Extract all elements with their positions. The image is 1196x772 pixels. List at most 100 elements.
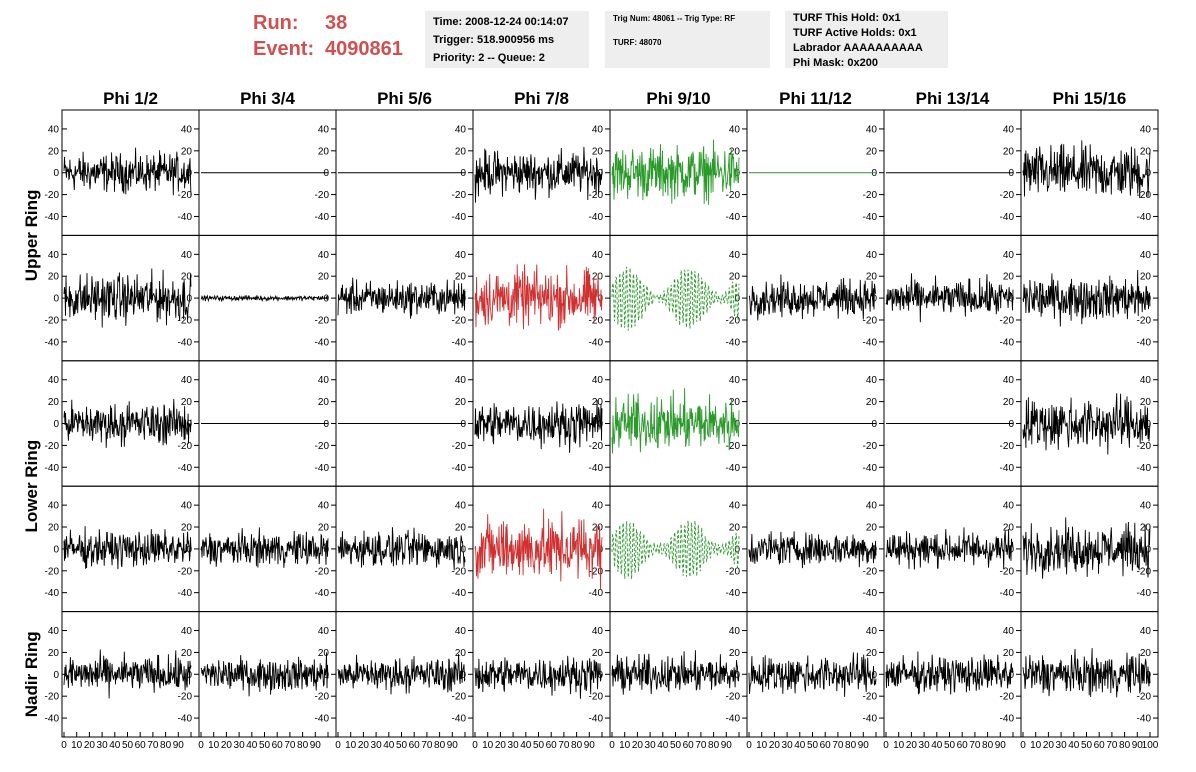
x-tick-label: 30 xyxy=(645,740,657,751)
y-tick-label: -40 xyxy=(863,588,878,599)
x-tick-label: 80 xyxy=(845,740,857,751)
labrador-text: Labrador AAAAAAAAAA xyxy=(793,42,923,54)
event-value: 4090861 xyxy=(325,38,403,60)
x-tick-label: 30 xyxy=(371,740,383,751)
phi-header: Phi 9/10 xyxy=(646,89,710,108)
y-tick-label: -20 xyxy=(178,190,193,201)
y-tick-label: 20 xyxy=(1140,272,1152,283)
y-tick-label: -20 xyxy=(45,315,60,326)
y-tick-label: -20 xyxy=(1000,315,1015,326)
y-tick-label: 40 xyxy=(1140,375,1152,386)
y-tick-label: 40 xyxy=(592,501,604,512)
x-tick-label: 90 xyxy=(447,740,459,751)
x-tick-label: 40 xyxy=(520,740,532,751)
y-tick-label: 0 xyxy=(871,419,877,430)
x-tick-label: 80 xyxy=(434,740,446,751)
trigger-text: Trigger: 518.900956 ms xyxy=(433,34,555,46)
y-tick-label: 20 xyxy=(1003,272,1015,283)
y-tick-label: -20 xyxy=(1137,566,1152,577)
y-tick-label: -40 xyxy=(863,212,878,223)
waveform-trace xyxy=(337,277,466,319)
y-tick-label: -20 xyxy=(863,315,878,326)
y-tick-label: 40 xyxy=(318,375,330,386)
y-tick-label: 0 xyxy=(460,419,466,430)
y-tick-label: 40 xyxy=(455,626,467,637)
y-tick-label: 20 xyxy=(455,397,467,408)
y-tick-label: 20 xyxy=(318,272,330,283)
x-tick-label: 50 xyxy=(533,740,545,751)
y-tick-label: -20 xyxy=(1137,441,1152,452)
y-tick-label: 40 xyxy=(48,501,60,512)
y-tick-label: 20 xyxy=(1003,648,1015,659)
y-tick-label: -40 xyxy=(589,588,604,599)
y-tick-label: 20 xyxy=(318,397,330,408)
x-tick-label: 0 xyxy=(1020,740,1026,751)
y-tick-label: 0 xyxy=(871,670,877,681)
y-tick-label: 20 xyxy=(729,523,741,534)
phi-header: Phi 5/6 xyxy=(377,89,432,108)
y-tick-label: -20 xyxy=(178,441,193,452)
y-tick-label: 20 xyxy=(455,523,467,534)
x-tick-label: 90 xyxy=(995,740,1007,751)
y-tick-label: 40 xyxy=(318,501,330,512)
y-tick-label: 0 xyxy=(460,168,466,179)
waveform-trace xyxy=(611,650,740,695)
x-tick-label: 50 xyxy=(1081,740,1093,751)
y-tick-label: -20 xyxy=(863,190,878,201)
x-tick-label: 60 xyxy=(272,740,284,751)
y-tick-label: -40 xyxy=(589,337,604,348)
waveform-trace xyxy=(748,652,877,697)
y-tick-label: 40 xyxy=(1140,501,1152,512)
y-tick-label: -20 xyxy=(452,190,467,201)
y-tick-label: -40 xyxy=(1137,463,1152,474)
time-panel: Time: 2008-12-24 00:14:07 Trigger: 518.9… xyxy=(425,11,589,68)
x-tick-label: 10 xyxy=(1030,740,1042,751)
x-tick-label: 50 xyxy=(944,740,956,751)
y-tick-label: 20 xyxy=(181,648,193,659)
waveform-trace xyxy=(1022,393,1151,455)
y-tick-label: 40 xyxy=(592,375,604,386)
y-tick-label: -40 xyxy=(726,714,741,725)
waveform-trace xyxy=(611,520,740,579)
event-label: Event: xyxy=(253,38,315,60)
y-tick-label: 0 xyxy=(597,168,603,179)
y-tick-label: 0 xyxy=(53,670,59,681)
x-tick-label: 60 xyxy=(409,740,421,751)
x-tick-label: 40 xyxy=(657,740,669,751)
y-tick-label: -40 xyxy=(178,714,193,725)
x-tick-label: 0 xyxy=(335,740,341,751)
y-tick-label: -20 xyxy=(726,441,741,452)
waveform-trace xyxy=(200,652,329,697)
y-tick-label: 40 xyxy=(866,250,878,261)
y-tick-label: 40 xyxy=(1140,250,1152,261)
y-tick-label: -20 xyxy=(726,190,741,201)
x-tick-label: 90 xyxy=(310,740,322,751)
y-tick-label: -40 xyxy=(1137,588,1152,599)
y-tick-label: -40 xyxy=(315,212,330,223)
x-tick-label: 90 xyxy=(584,740,596,751)
y-tick-label: -20 xyxy=(726,566,741,577)
y-tick-label: 40 xyxy=(729,501,741,512)
x-tick-label: 10 xyxy=(71,740,83,751)
y-tick-label: -40 xyxy=(315,463,330,474)
y-tick-label: -40 xyxy=(45,588,60,599)
y-tick-label: 20 xyxy=(729,397,741,408)
y-tick-label: 40 xyxy=(866,124,878,135)
y-tick-label: -40 xyxy=(45,714,60,725)
y-tick-label: -40 xyxy=(589,212,604,223)
y-tick-label: 20 xyxy=(592,523,604,534)
y-tick-label: 20 xyxy=(592,648,604,659)
y-tick-label: 0 xyxy=(1008,670,1014,681)
y-tick-label: 40 xyxy=(455,375,467,386)
phi-header: Phi 7/8 xyxy=(514,89,569,108)
x-tick-label: 70 xyxy=(969,740,981,751)
y-tick-label: -40 xyxy=(45,463,60,474)
y-tick-label: 40 xyxy=(455,501,467,512)
y-tick-label: 40 xyxy=(1003,501,1015,512)
x-tick-label: 30 xyxy=(782,740,794,751)
x-tick-label: 0 xyxy=(746,740,752,751)
y-tick-label: 40 xyxy=(1003,124,1015,135)
x-tick-label: 70 xyxy=(832,740,844,751)
waveform-trace xyxy=(200,294,329,303)
y-tick-label: 20 xyxy=(729,146,741,157)
